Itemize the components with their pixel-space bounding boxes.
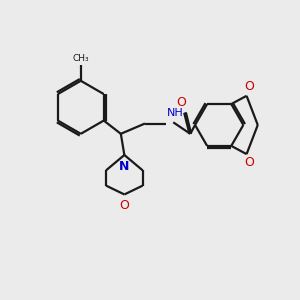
Text: O: O — [244, 157, 254, 169]
Text: O: O — [244, 80, 254, 94]
Text: O: O — [177, 96, 186, 109]
Text: O: O — [119, 199, 129, 212]
Text: NH: NH — [167, 108, 184, 118]
Text: N: N — [118, 160, 129, 173]
Text: CH₃: CH₃ — [73, 53, 89, 62]
